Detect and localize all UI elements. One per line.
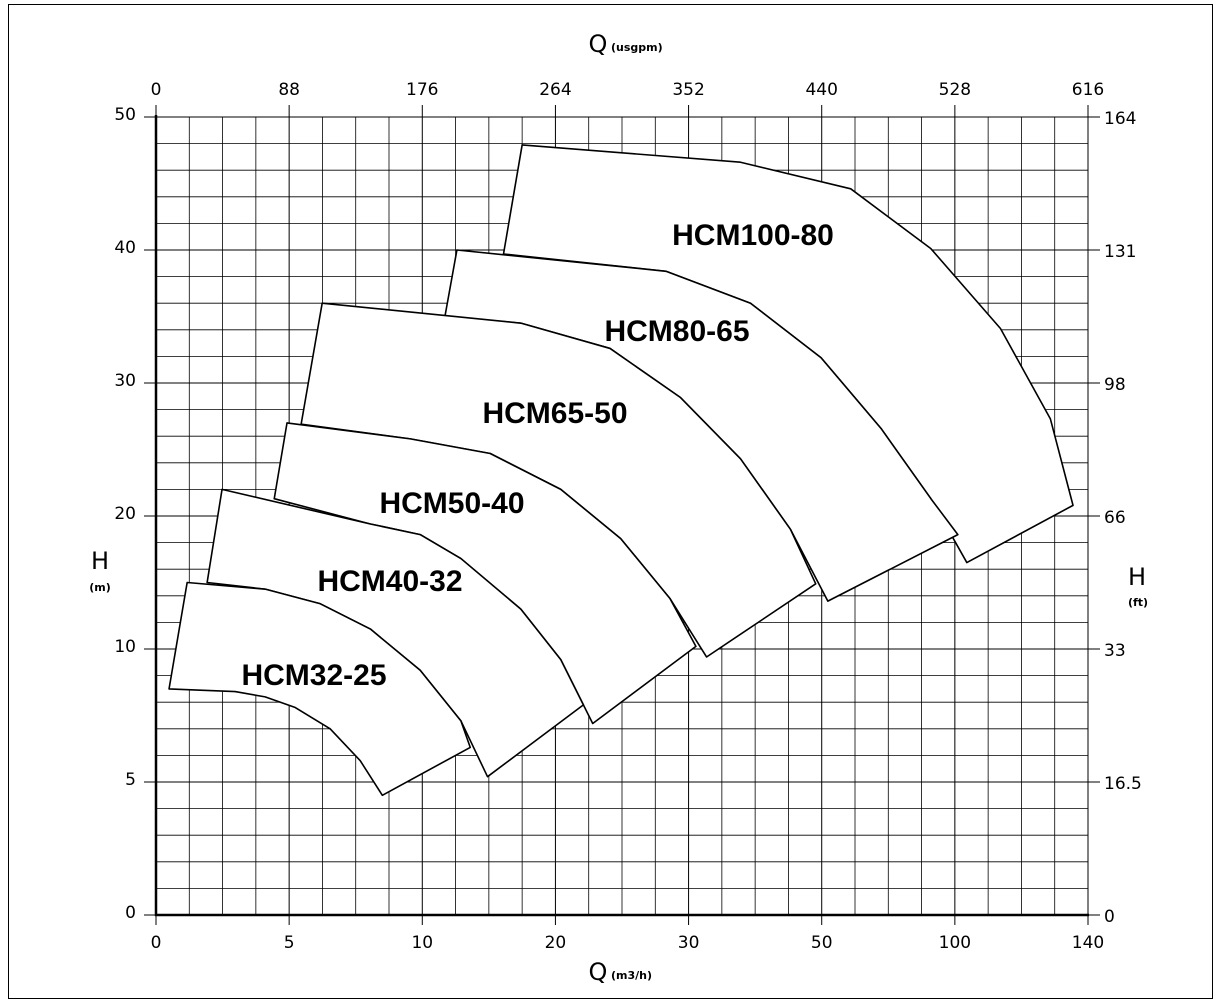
y2-tick-label: 66 [1104, 508, 1126, 528]
x-tick-label: 140 [1072, 933, 1104, 953]
y-tick-label: 40 [114, 238, 136, 258]
x-tick-label: 30 [678, 933, 700, 953]
x2-axis-unit: (usgpm) [611, 41, 663, 54]
y2-tick-label: 164 [1104, 109, 1136, 129]
x2-tick-label: 88 [278, 80, 300, 100]
x2-tick-label: 264 [539, 80, 571, 100]
y2-tick-label: 131 [1104, 242, 1136, 262]
x-tick-label: 10 [411, 933, 433, 953]
x-tick-label: 0 [151, 933, 162, 953]
x2-tick-label: 616 [1072, 80, 1104, 100]
y-tick-label: 0 [125, 903, 136, 923]
x2-tick-label: 528 [939, 80, 971, 100]
x2-tick-label: 176 [406, 80, 438, 100]
y2-tick-label: 0 [1104, 907, 1115, 927]
pump-range [168, 581, 472, 797]
y-tick-label: 20 [114, 504, 136, 524]
x-axis-unit: (m3/h) [611, 969, 652, 982]
y-tick-label: 50 [114, 105, 136, 125]
x2-tick-label: 440 [805, 80, 837, 100]
pump-range-label: HCM80-65 [604, 315, 749, 348]
y2-axis-symbol: H [1128, 563, 1146, 591]
x-tick-label: 20 [545, 933, 567, 953]
x2-tick-label: 0 [151, 80, 162, 100]
pump-range-label: HCM65-50 [482, 397, 627, 430]
pump-range-label: HCM100-80 [672, 219, 834, 252]
pump-range-label: HCM50-40 [379, 487, 524, 520]
pump-range-label: HCM32-25 [241, 659, 386, 692]
x-axis-symbol: Q [589, 958, 608, 986]
y-tick-label: 10 [114, 637, 136, 657]
pump-range-label: HCM40-32 [317, 565, 462, 598]
y-axis-unit: (m) [89, 581, 111, 594]
y2-tick-label: 33 [1104, 641, 1126, 661]
y-tick-label: 30 [114, 371, 136, 391]
y2-tick-label: 98 [1104, 375, 1126, 395]
y2-axis-unit: (ft) [1128, 596, 1148, 609]
x2-axis-symbol: Q [589, 30, 608, 58]
x-tick-label: 5 [284, 933, 295, 953]
y-tick-label: 5 [125, 770, 136, 790]
y2-tick-label: 16.5 [1104, 774, 1142, 794]
x-tick-label: 50 [811, 933, 833, 953]
y-axis-symbol: H [91, 547, 109, 575]
x2-tick-label: 352 [672, 80, 704, 100]
x-tick-label: 100 [939, 933, 971, 953]
frame [8, 4, 1213, 999]
